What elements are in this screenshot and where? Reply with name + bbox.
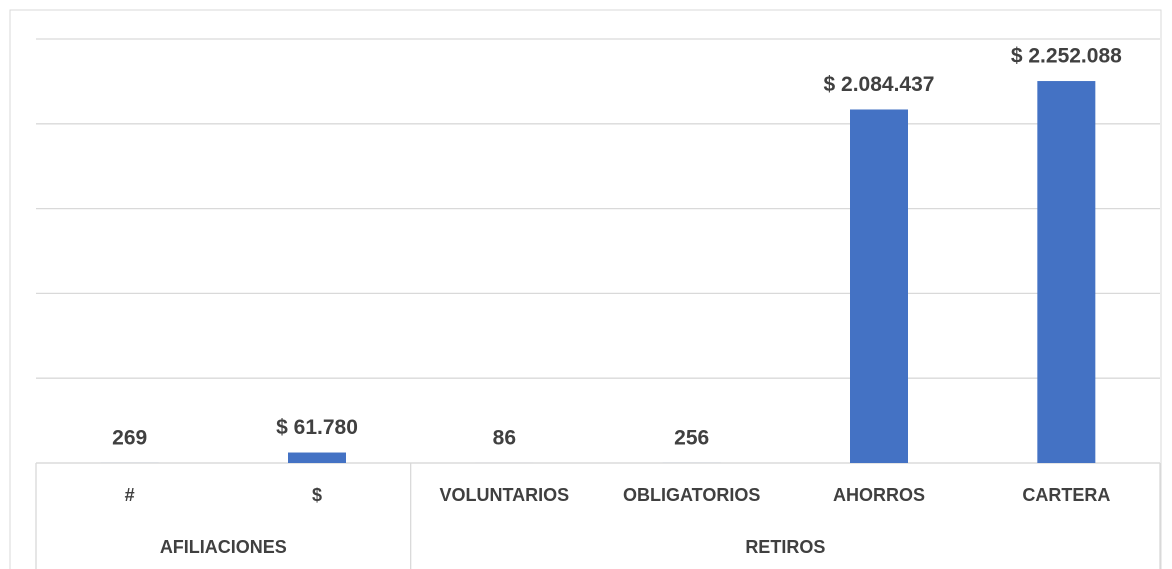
x-tick-label: # — [125, 485, 135, 505]
x-tick-label: OBLIGATORIOS — [623, 485, 760, 505]
data-label: 86 — [493, 427, 516, 450]
chart-frame — [9, 9, 1162, 569]
data-label: $ 61.780 — [276, 416, 358, 439]
bar — [288, 452, 346, 463]
x-tick-label: VOLUNTARIOS — [439, 485, 569, 505]
data-label: $ 2.252.088 — [1011, 45, 1122, 68]
bar — [1037, 81, 1096, 464]
data-label: 256 — [674, 427, 709, 450]
group-label: RETIROS — [745, 537, 825, 557]
data-label: 269 — [112, 427, 147, 450]
x-tick-label: AHORROS — [833, 485, 925, 505]
bar — [850, 109, 908, 463]
data-label: $ 2.084.437 — [824, 73, 935, 96]
x-tick-label: $ — [312, 485, 322, 505]
group-label: AFILIACIONES — [160, 537, 287, 557]
x-tick-label: CARTERA — [1022, 485, 1110, 505]
